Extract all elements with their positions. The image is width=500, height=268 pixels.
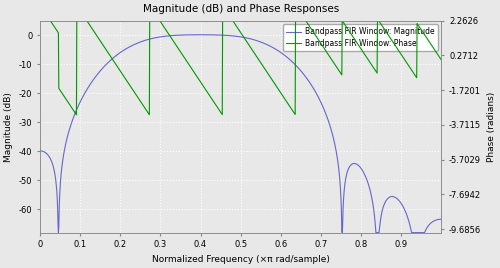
Bandpass FIR Window: Magnitude: (0.207, -5.37): Magnitude: (0.207, -5.37) [120,49,126,52]
Y-axis label: Phase (radians): Phase (radians) [487,91,496,162]
Y-axis label: Magnitude (dB): Magnitude (dB) [4,92,13,162]
Bandpass FIR Window: Phase: (0.0576, -1.99): Phase: (0.0576, -1.99) [60,93,66,96]
Bandpass FIR Window: Magnitude: (0, -39.8): Magnitude: (0, -39.8) [37,149,43,152]
Bandpass FIR Window: Magnitude: (0.0459, -68): Magnitude: (0.0459, -68) [56,231,62,234]
Line: Bandpass FIR Window: Magnitude: Bandpass FIR Window: Magnitude [40,35,442,233]
Bandpass FIR Window: Magnitude: (0.346, -0.0462): Magnitude: (0.346, -0.0462) [176,34,182,37]
Line: Bandpass FIR Window: Phase: Bandpass FIR Window: Phase [40,5,442,115]
Legend: Bandpass FIR Window: Magnitude, Bandpass FIR Window: Phase: Bandpass FIR Window: Magnitude, Bandpass… [282,24,438,51]
Bandpass FIR Window: Phase: (0.211, -1.01): Phase: (0.211, -1.01) [122,76,128,79]
Bandpass FIR Window: Magnitude: (1, -63.4): Magnitude: (1, -63.4) [438,218,444,221]
Title: Magnitude (dB) and Phase Responses: Magnitude (dB) and Phase Responses [142,4,339,14]
Bandpass FIR Window: Phase: (0.0908, -3.14): Phase: (0.0908, -3.14) [74,113,80,116]
Bandpass FIR Window: Magnitude: (0.0449, -65.2): Magnitude: (0.0449, -65.2) [55,223,61,226]
Bandpass FIR Window: Phase: (1, 0): Phase: (1, 0) [438,58,444,62]
Bandpass FIR Window: Phase: (0.346, 0.62): Phase: (0.346, 0.62) [176,48,182,51]
Bandpass FIR Window: Magnitude: (0.0586, -41.4): Magnitude: (0.0586, -41.4) [60,154,66,157]
X-axis label: Normalized Frequency (×π rad/sample): Normalized Frequency (×π rad/sample) [152,255,330,264]
Bandpass FIR Window: Phase: (0.0449, 1.59): Phase: (0.0449, 1.59) [55,31,61,34]
Bandpass FIR Window: Magnitude: (0.211, -5.03): Magnitude: (0.211, -5.03) [122,48,128,51]
Bandpass FIR Window: Magnitude: (0.95, -68): Magnitude: (0.95, -68) [418,231,424,234]
Bandpass FIR Window: Phase: (0.207, -0.871): Phase: (0.207, -0.871) [120,74,126,77]
Bandpass FIR Window: Magnitude: (0.4, 0.0878): Magnitude: (0.4, 0.0878) [198,33,203,36]
Bandpass FIR Window: Phase: (0, 3.14): Phase: (0, 3.14) [37,3,43,7]
Bandpass FIR Window: Phase: (0.949, 1.75): Phase: (0.949, 1.75) [418,28,424,31]
